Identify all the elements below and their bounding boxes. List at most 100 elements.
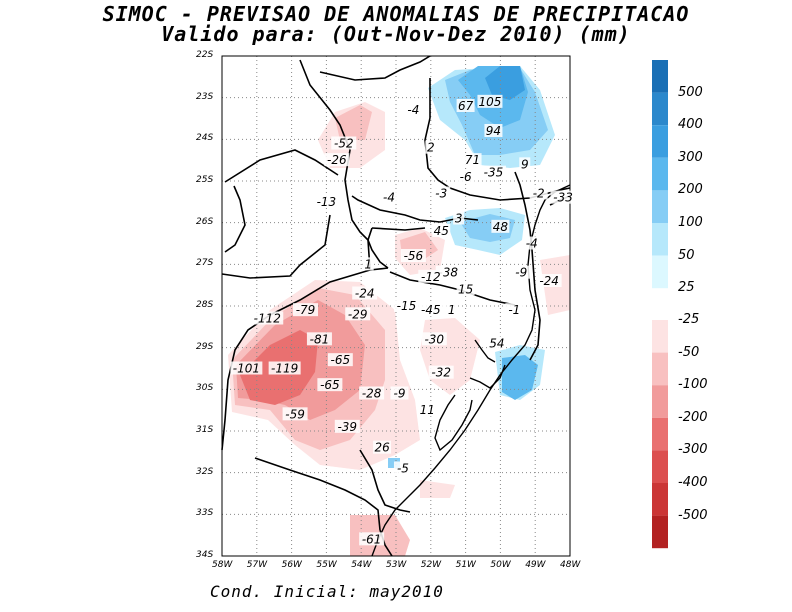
anomaly-value-label: -3 [435, 187, 447, 201]
anomaly-value-label: 15 [458, 282, 473, 296]
colorbar-swatch [652, 515, 668, 549]
value-label-bg [428, 365, 454, 379]
value-label-bg [456, 282, 475, 296]
anomaly-value-label: -38 [438, 266, 458, 280]
anomaly-value-label: -65 [320, 378, 340, 392]
anomaly-value-label: 2 [427, 141, 435, 155]
value-label-bg [404, 103, 423, 117]
colorbar-label: -300 [678, 442, 708, 458]
colorbar-swatch [652, 450, 668, 483]
colorbar-swatch [652, 190, 668, 223]
anomaly-value-label: -29 [348, 307, 368, 321]
value-label-bg [432, 224, 451, 237]
value-label-bg [480, 165, 506, 179]
anomaly-value-label: -39 [337, 420, 357, 434]
anomaly-value-label: -30 [424, 332, 444, 346]
initial-condition-note: Cond. Inicial: may2010 [210, 582, 444, 601]
negative-anomaly-region [420, 318, 480, 395]
longitude-label: 55W [316, 560, 337, 570]
value-label-bg [418, 403, 437, 417]
value-label-bg [536, 274, 562, 287]
value-label-bg [352, 286, 378, 300]
colorbar-label: -25 [678, 312, 700, 327]
anomaly-value-label: -1 [508, 303, 520, 317]
value-label-bg [550, 190, 576, 204]
value-label-bg [230, 361, 263, 375]
colorbar-label: 400 [678, 117, 703, 133]
anomaly-value-label: -81 [310, 332, 330, 346]
anomaly-values: -4 67 105 94 -52 2 71 -26 9 -6 -35 -3 -2 -33 -13 -4 3 45 4… [230, 94, 576, 546]
latitude-label: 33S [196, 508, 214, 519]
value-label-bg [505, 303, 524, 317]
anomaly-value-label: 105 [479, 95, 502, 109]
value-label-bg [522, 236, 541, 250]
anomaly-value-label: 67 [458, 99, 474, 113]
value-label-bg [456, 169, 475, 183]
value-label-bg [334, 419, 360, 433]
value-label-bg [331, 136, 357, 150]
anomaly-value-label: 54 [489, 337, 504, 351]
anomaly-value-label: -26 [327, 153, 347, 167]
latitude-label: 25S [196, 175, 214, 185]
value-label-bg [477, 94, 503, 108]
longitude-label: 48W [560, 560, 581, 570]
value-label-bg [393, 461, 412, 475]
value-label-bg [484, 124, 503, 137]
value-label-bg [390, 386, 409, 400]
value-label-bg [400, 249, 426, 262]
value-label-bg [313, 194, 339, 208]
colorbar-swatch [652, 223, 668, 256]
colorbar-negative [652, 320, 668, 549]
map-frame [221, 55, 571, 557]
latitude-label: 32S [196, 466, 214, 477]
anomaly-value-label: 26 [374, 441, 390, 455]
latitude-label: 22S [196, 50, 214, 60]
longitude-label: 58W [212, 560, 233, 570]
value-label-bg [519, 157, 531, 171]
anomaly-value-label: -33 [553, 191, 573, 205]
colorbar-positive [652, 60, 668, 289]
positive-anomaly-region [485, 66, 525, 100]
value-label-bg [324, 153, 350, 167]
anomaly-value-label: -24 [539, 274, 559, 288]
longitude-label: 49W [525, 560, 546, 570]
value-label-bg [268, 361, 301, 375]
value-label-bg [359, 386, 385, 400]
colorbar-label: 50 [678, 247, 695, 263]
map-subtitle: Valido para: (Out-Nov-Dez 2010) (mm) [161, 22, 631, 46]
anomaly-value-label: 71 [465, 153, 480, 167]
value-label-bg [251, 311, 284, 325]
colorbar-swatch [652, 417, 668, 451]
anomaly-value-label: -6 [460, 170, 472, 184]
anomaly-value-label: -5 [397, 462, 409, 476]
colorbar-swatch [652, 157, 668, 191]
value-label-bg [529, 186, 548, 200]
value-label-bg [456, 99, 475, 112]
anomaly-value-label: -52 [334, 137, 354, 151]
anomaly-value-label: -9 [515, 266, 527, 280]
value-label-bg [487, 336, 506, 350]
value-label-bg [425, 140, 437, 154]
anomaly-value-label: -12 [421, 270, 441, 284]
colorbar-swatch [652, 92, 668, 126]
value-label-bg [453, 211, 465, 225]
anomaly-value-label: -101 [233, 362, 260, 376]
value-label-bg [293, 303, 319, 317]
positive-anomaly-region [502, 355, 538, 400]
negative-anomaly-region [420, 480, 455, 498]
value-label-bg [418, 303, 444, 317]
anomaly-value-label: -24 [355, 287, 375, 301]
longitude-label: 51W [455, 560, 476, 570]
colorbar-label: -100 [678, 377, 708, 393]
value-label-bg [359, 532, 385, 546]
anomaly-value-label: -65 [331, 353, 351, 367]
value-label-bg [362, 257, 374, 271]
anomaly-value-label: -35 [484, 166, 504, 180]
colorbar [652, 60, 668, 549]
anomaly-value-label: -61 [362, 532, 382, 546]
value-label-bg [345, 307, 371, 321]
value-label-bg [463, 153, 482, 167]
anomaly-value-label: -45 [421, 303, 441, 317]
value-label-bg [327, 353, 353, 367]
